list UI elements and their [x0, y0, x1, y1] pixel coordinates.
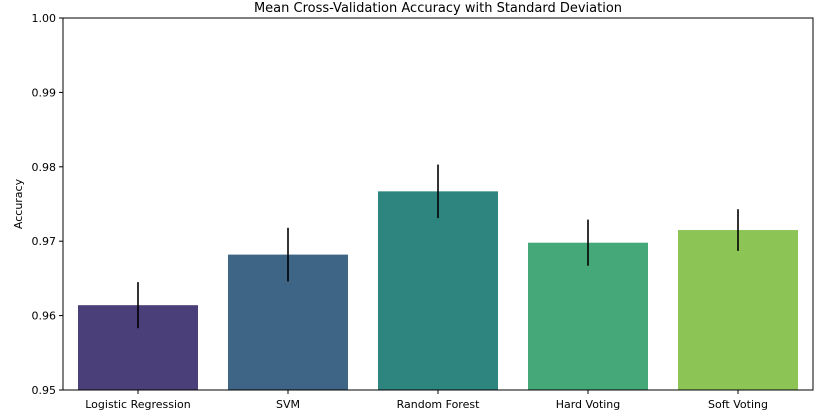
- x-tick-label: Soft Voting: [708, 398, 768, 411]
- x-tick-label: Logistic Regression: [85, 398, 191, 411]
- bars-layer: [78, 191, 798, 390]
- y-tick-label: 0.99: [32, 86, 57, 99]
- chart-title: Mean Cross-Validation Accuracy with Stan…: [254, 1, 622, 16]
- x-tick-label: Hard Voting: [556, 398, 621, 411]
- y-tick-label: 0.95: [32, 384, 57, 397]
- bar: [678, 230, 798, 390]
- x-tick-label: Random Forest: [397, 398, 480, 411]
- y-tick-label: 0.98: [32, 161, 57, 174]
- y-tick-label: 0.96: [32, 310, 57, 323]
- bar: [528, 242, 648, 390]
- x-ticks-layer: Logistic Regression SVM Random Forest Hard …: [85, 390, 768, 411]
- y-axis-label: Accuracy: [12, 178, 25, 229]
- y-ticks-layer: 0.95 0.96 0.97 0.98 0.99 1.00: [32, 12, 63, 397]
- y-tick-label: 0.97: [32, 235, 57, 248]
- error-bars-layer: [137, 164, 739, 329]
- bar: [378, 191, 498, 390]
- y-tick-label: 1.00: [32, 12, 57, 25]
- x-tick-label: SVM: [276, 398, 300, 411]
